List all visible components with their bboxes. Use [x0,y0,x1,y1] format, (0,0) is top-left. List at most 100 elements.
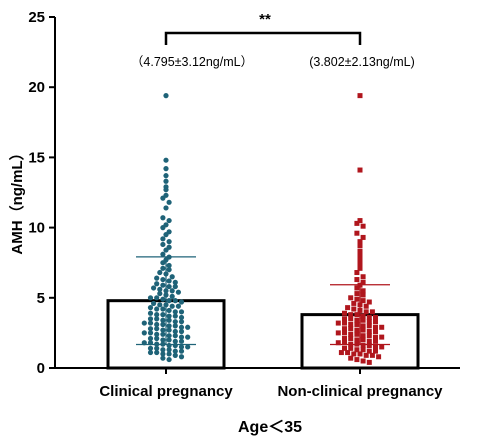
data-point [354,291,360,297]
data-point [178,338,185,344]
data-point [354,312,360,318]
x-tick-label: Non-clinical pregnancy [277,383,443,400]
data-point [147,295,154,301]
data-point [172,328,178,335]
data-point [160,306,166,312]
data-point [342,345,347,351]
data-point [166,217,172,224]
data-point [163,178,169,184]
data-point [178,354,185,360]
y-tick-label: 0 [37,360,45,377]
data-point [360,343,366,349]
data-point [172,323,178,329]
data-point [354,347,360,353]
data-point [147,305,154,311]
data-point [154,312,160,318]
data-point [166,262,172,269]
data-point [154,349,160,356]
data-point [357,261,363,267]
data-point [369,309,375,315]
data-point [360,298,366,304]
data-point [342,310,347,316]
data-point [160,225,166,231]
data-point [147,330,154,336]
data-point [360,279,366,285]
data-point [373,334,378,340]
data-point [172,352,178,358]
data-point [360,323,366,329]
data-point [166,298,172,304]
data-point [373,324,378,330]
data-point [147,345,154,351]
data-point [166,307,172,314]
data-point [366,359,372,365]
data-point [178,328,185,335]
annotation-non-clinical: (3.802±2.13ng/mL) [309,55,415,69]
data-point [178,348,185,354]
data-point [342,320,347,326]
data-point [169,288,175,294]
data-point [185,344,191,350]
data-point [351,351,357,357]
data-point [185,324,191,330]
data-point [166,333,172,339]
data-point [166,267,172,273]
data-point [147,326,154,332]
data-point [360,337,366,343]
data-point [366,314,372,320]
data-point [172,342,178,349]
data-point [178,324,185,330]
data-point [154,316,160,322]
data-point [154,321,160,328]
data-point [348,326,354,332]
data-point [169,293,175,299]
data-point [342,336,347,342]
data-point [147,316,154,322]
data-point [160,296,166,302]
data-point [360,292,366,298]
data-point [348,312,354,318]
data-point [163,187,169,193]
data-point [163,232,169,238]
data-point [163,173,169,179]
data-point [366,343,372,349]
data-point [151,300,157,307]
data-point [172,313,178,319]
data-points [141,93,385,365]
data-point [342,330,347,336]
data-point [342,326,347,332]
data-point [373,338,378,344]
y-tick-label: 10 [28,220,45,237]
data-point [163,247,169,253]
data-point [160,317,166,323]
data-point [335,340,341,346]
data-point [185,334,191,340]
data-point [373,314,378,320]
data-point [357,243,363,249]
data-point [172,338,178,344]
data-point [163,157,169,163]
data-point [379,324,385,330]
data-point [354,277,360,283]
data-point [357,265,363,271]
data-point [363,303,369,309]
data-point [178,334,185,340]
data-point [160,312,166,318]
data-point [373,344,378,350]
data-point [175,289,181,295]
data-point [172,333,178,339]
data-point [379,334,385,340]
data-point [163,205,169,211]
data-point [373,328,378,334]
data-point [178,344,185,350]
data-point [141,320,147,326]
error-bars [136,256,390,346]
data-point [348,295,354,301]
data-point [342,340,347,346]
data-point [357,218,363,224]
data-point [151,285,157,291]
data-point [166,347,172,353]
data-point [166,283,172,290]
data-point [348,345,354,351]
data-point [360,358,366,364]
